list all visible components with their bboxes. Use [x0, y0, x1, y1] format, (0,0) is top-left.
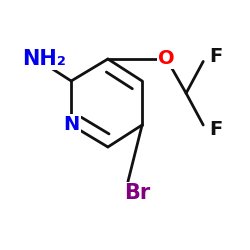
- Text: NH₂: NH₂: [22, 49, 66, 69]
- Text: F: F: [209, 120, 222, 140]
- Text: F: F: [209, 47, 222, 66]
- Text: O: O: [158, 50, 175, 68]
- Text: Br: Br: [124, 184, 150, 204]
- Text: N: N: [63, 116, 79, 134]
